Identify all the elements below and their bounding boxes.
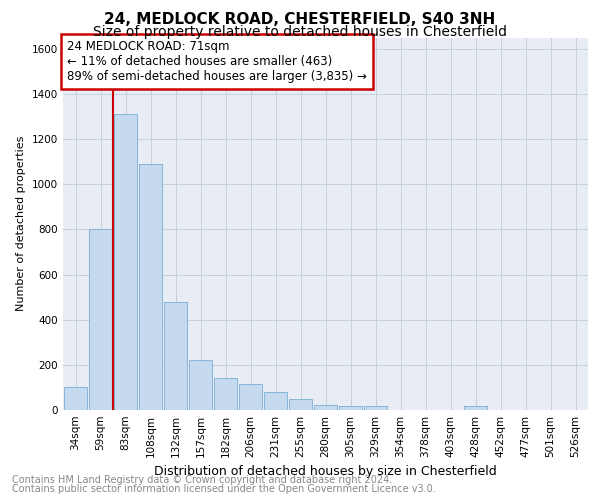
Bar [339, 406, 362, 410]
Text: Contains HM Land Registry data © Crown copyright and database right 2024.: Contains HM Land Registry data © Crown c… [12, 475, 392, 485]
Bar [289, 398, 312, 410]
Bar [89, 230, 112, 410]
Bar [189, 360, 212, 410]
Bar [464, 406, 487, 410]
Y-axis label: Number of detached properties: Number of detached properties [16, 136, 26, 312]
Bar [264, 392, 287, 410]
X-axis label: Distribution of detached houses by size in Chesterfield: Distribution of detached houses by size … [154, 466, 497, 478]
Bar [314, 406, 337, 410]
Text: 24, MEDLOCK ROAD, CHESTERFIELD, S40 3NH: 24, MEDLOCK ROAD, CHESTERFIELD, S40 3NH [104, 12, 496, 28]
Bar [114, 114, 137, 410]
Text: Size of property relative to detached houses in Chesterfield: Size of property relative to detached ho… [93, 25, 507, 39]
Bar [164, 302, 187, 410]
Bar [64, 388, 87, 410]
Text: 24 MEDLOCK ROAD: 71sqm
← 11% of detached houses are smaller (463)
89% of semi-de: 24 MEDLOCK ROAD: 71sqm ← 11% of detached… [67, 40, 367, 83]
Bar [214, 378, 237, 410]
Bar [139, 164, 162, 410]
Text: Contains public sector information licensed under the Open Government Licence v3: Contains public sector information licen… [12, 484, 436, 494]
Bar [364, 406, 387, 410]
Bar [239, 384, 262, 410]
